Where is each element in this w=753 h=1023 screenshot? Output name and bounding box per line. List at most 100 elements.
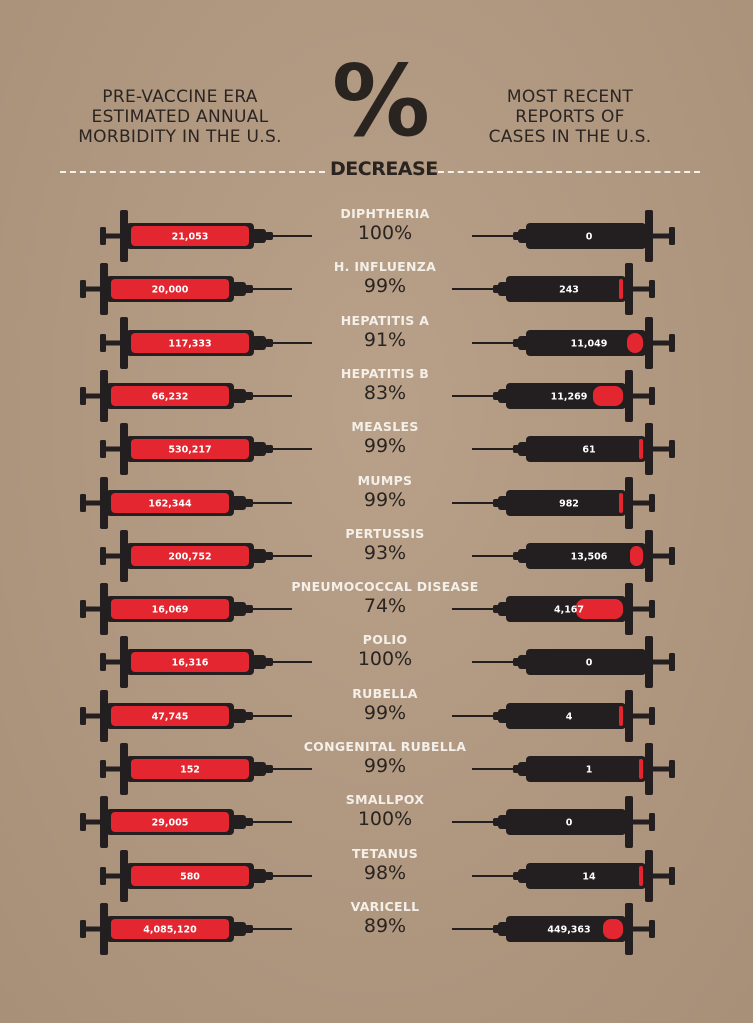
left-plunger-rod <box>85 926 105 932</box>
left-flange <box>120 636 128 688</box>
right-plunger-cap <box>669 440 675 458</box>
recent-cases-value: 4 <box>566 712 573 723</box>
recent-cases-value: 4,167 <box>554 605 584 616</box>
right-flange <box>625 903 633 955</box>
pre-vaccine-value: 21,053 <box>172 232 209 243</box>
left-needle <box>272 235 312 237</box>
right-flange <box>625 796 633 848</box>
left-plunger-rod <box>85 500 105 506</box>
right-plunger-cap <box>649 600 655 618</box>
left-plunger-cap <box>80 387 86 405</box>
right-plunger-rod <box>652 873 670 879</box>
right-flange <box>645 743 653 795</box>
left-plunger-cap <box>100 547 106 565</box>
left-needle <box>252 928 292 930</box>
right-plunger-rod <box>632 500 650 506</box>
pre-vaccine-header: PRE-VACCINE ERA ESTIMATED ANNUAL MORBIDI… <box>60 87 300 147</box>
right-barrel-fill <box>593 386 623 406</box>
right-barrel <box>526 436 646 462</box>
left-barrel-fill <box>111 919 229 939</box>
pre-vaccine-value: 16,069 <box>152 605 189 616</box>
left-hub <box>252 442 266 456</box>
left-barrel-fill <box>131 439 249 459</box>
dashed-divider-left <box>60 171 325 173</box>
right-plunger-cap <box>649 387 655 405</box>
left-flange <box>100 477 108 529</box>
right-needle <box>452 928 494 930</box>
left-barrel-fill <box>111 493 229 513</box>
left-flange <box>100 690 108 742</box>
pre-vaccine-value: 200,752 <box>168 552 211 563</box>
decrease-percent: 100% <box>357 808 413 830</box>
left-hub <box>232 922 246 936</box>
disease-name: TETANUS <box>351 846 418 861</box>
left-tip <box>265 872 273 880</box>
decrease-percent: 100% <box>357 222 413 244</box>
right-needle <box>472 235 514 237</box>
right-barrel-fill <box>639 866 643 886</box>
right-flange <box>645 530 653 582</box>
left-hub <box>232 496 246 510</box>
pre-vaccine-header-line-1: PRE-VACCINE ERA <box>102 87 258 107</box>
right-plunger-cap <box>669 334 675 352</box>
recent-cases-value: 11,269 <box>551 392 588 403</box>
left-tip <box>265 765 273 773</box>
disease-name: DIPHTHERIA <box>340 206 430 221</box>
left-needle <box>272 768 312 770</box>
right-barrel <box>526 863 646 889</box>
right-barrel <box>506 809 626 835</box>
pre-vaccine-value: 530,217 <box>168 445 211 456</box>
disease-name: SMALLPOX <box>345 792 425 807</box>
left-hub <box>232 709 246 723</box>
left-plunger-rod <box>85 606 105 612</box>
left-flange <box>100 903 108 955</box>
disease-name: HEPATITIS B <box>340 366 430 381</box>
decrease-percent: 98% <box>363 862 407 884</box>
right-plunger-rod <box>632 286 650 292</box>
left-plunger-cap <box>100 653 106 671</box>
right-barrel-fill <box>619 493 623 513</box>
right-barrel-fill <box>619 279 623 299</box>
right-flange <box>645 636 653 688</box>
disease-name: HEPATITIS A <box>340 313 430 328</box>
left-tip <box>245 605 253 613</box>
right-needle <box>452 821 494 823</box>
decrease-percent: 91% <box>363 329 407 351</box>
pre-vaccine-value: 20,000 <box>152 285 189 296</box>
disease-name: PNEUMOCOCCAL DISEASE <box>291 579 479 594</box>
right-barrel-fill <box>619 706 623 726</box>
right-needle <box>452 715 494 717</box>
right-needle <box>472 555 514 557</box>
left-hub <box>252 549 266 563</box>
pre-vaccine-value: 16,316 <box>172 658 209 669</box>
right-plunger-cap <box>649 813 655 831</box>
left-flange <box>100 263 108 315</box>
right-plunger-rod <box>632 926 650 932</box>
right-plunger-rod <box>632 393 650 399</box>
left-hub <box>232 815 246 829</box>
right-flange <box>625 690 633 742</box>
right-plunger-cap <box>669 227 675 245</box>
recent-cases-value: 982 <box>559 499 579 510</box>
right-plunger-rod <box>652 340 670 346</box>
left-tip <box>265 552 273 560</box>
right-needle <box>452 502 494 504</box>
left-hub <box>232 602 246 616</box>
right-barrel-fill <box>603 919 623 939</box>
disease-name: PERTUSSIS <box>345 526 425 541</box>
recent-cases-value: 243 <box>559 285 579 296</box>
disease-name: RUBELLA <box>352 686 418 701</box>
decrease-percent: 99% <box>363 755 407 777</box>
recent-header-line-2: REPORTS OF <box>515 107 625 127</box>
left-plunger-rod <box>105 340 125 346</box>
recent-cases-value: 449,363 <box>547 925 590 936</box>
right-needle <box>472 875 514 877</box>
left-flange <box>100 796 108 848</box>
left-hub <box>252 336 266 350</box>
left-plunger-cap <box>100 867 106 885</box>
left-needle <box>272 448 312 450</box>
right-barrel <box>526 543 646 569</box>
right-flange <box>625 583 633 635</box>
right-plunger-cap <box>669 760 675 778</box>
left-needle <box>252 608 292 610</box>
